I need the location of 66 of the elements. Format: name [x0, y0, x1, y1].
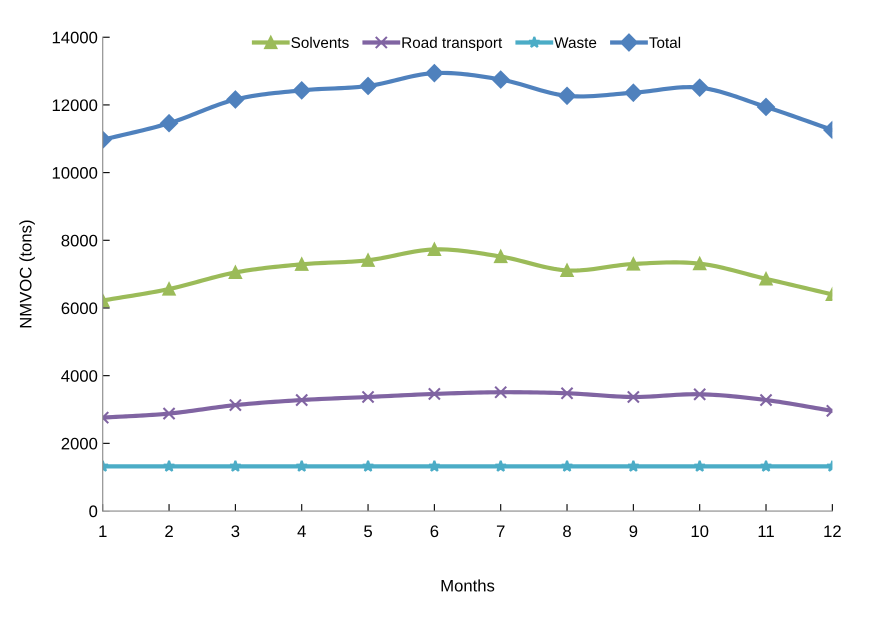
point	[361, 390, 375, 404]
point	[494, 460, 508, 472]
point	[693, 388, 706, 401]
point	[757, 98, 775, 116]
y-tick-label: 10000	[52, 167, 98, 179]
point	[759, 393, 773, 407]
y-tick-label: 6000	[62, 302, 98, 314]
x-tick-label: 3	[231, 525, 240, 538]
point	[162, 460, 176, 472]
x-tick-label: 9	[630, 525, 638, 538]
point	[693, 460, 706, 472]
point	[361, 254, 375, 267]
legend-label: Total	[649, 36, 680, 48]
x-tick-label: 6	[430, 525, 438, 538]
point	[428, 242, 441, 256]
legend-label: Road transport	[402, 36, 502, 52]
y-tick-label: 2000	[62, 438, 98, 450]
point	[292, 81, 311, 100]
x-tick-label: 8	[563, 525, 571, 538]
point	[160, 114, 178, 132]
point	[492, 70, 510, 88]
x-axis-title: Months	[442, 579, 494, 592]
y-tick-label: 8000	[62, 234, 98, 246]
point	[162, 406, 176, 420]
y-tick-label: 0	[89, 505, 98, 518]
x-tick-label: 5	[364, 526, 372, 538]
x-tick-label: 7	[496, 526, 504, 537]
x-tick-label: 12	[824, 525, 841, 537]
point	[295, 258, 308, 271]
point	[560, 264, 574, 278]
point	[425, 64, 444, 82]
point	[226, 90, 244, 108]
point	[558, 86, 576, 105]
point	[627, 460, 640, 472]
point	[428, 460, 441, 472]
point	[228, 398, 242, 412]
point	[624, 84, 642, 102]
point	[693, 257, 706, 270]
x-tick-label: 2	[165, 525, 173, 537]
point	[295, 393, 308, 407]
point	[428, 387, 441, 401]
point	[295, 460, 308, 472]
point	[494, 250, 508, 264]
point	[759, 272, 773, 286]
point	[359, 77, 377, 95]
point	[229, 460, 242, 472]
point	[162, 282, 176, 296]
y-tick-label: 4000	[61, 370, 98, 382]
point	[760, 460, 772, 472]
point	[626, 257, 640, 271]
x-tick-label: 10	[692, 525, 708, 538]
point	[560, 460, 574, 472]
x-tick-label: 4	[297, 526, 306, 537]
point	[362, 460, 374, 472]
point	[690, 78, 709, 97]
y-tick-label: 14000	[52, 32, 98, 44]
y-tick-label: 12000	[52, 99, 98, 112]
point	[560, 386, 574, 400]
x-tick-label: 1	[99, 526, 107, 537]
point	[494, 386, 508, 399]
y-axis-title: NMVOC (tons)	[19, 220, 35, 328]
x-tick-label: 11	[758, 526, 774, 537]
legend-label: Solvents	[291, 36, 349, 48]
point	[626, 390, 640, 404]
legend-label: Waste	[554, 37, 596, 48]
point	[228, 266, 242, 280]
